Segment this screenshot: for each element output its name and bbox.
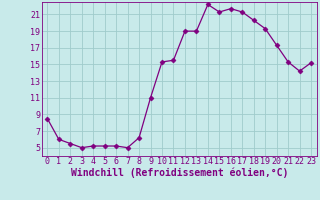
X-axis label: Windchill (Refroidissement éolien,°C): Windchill (Refroidissement éolien,°C) xyxy=(70,168,288,178)
